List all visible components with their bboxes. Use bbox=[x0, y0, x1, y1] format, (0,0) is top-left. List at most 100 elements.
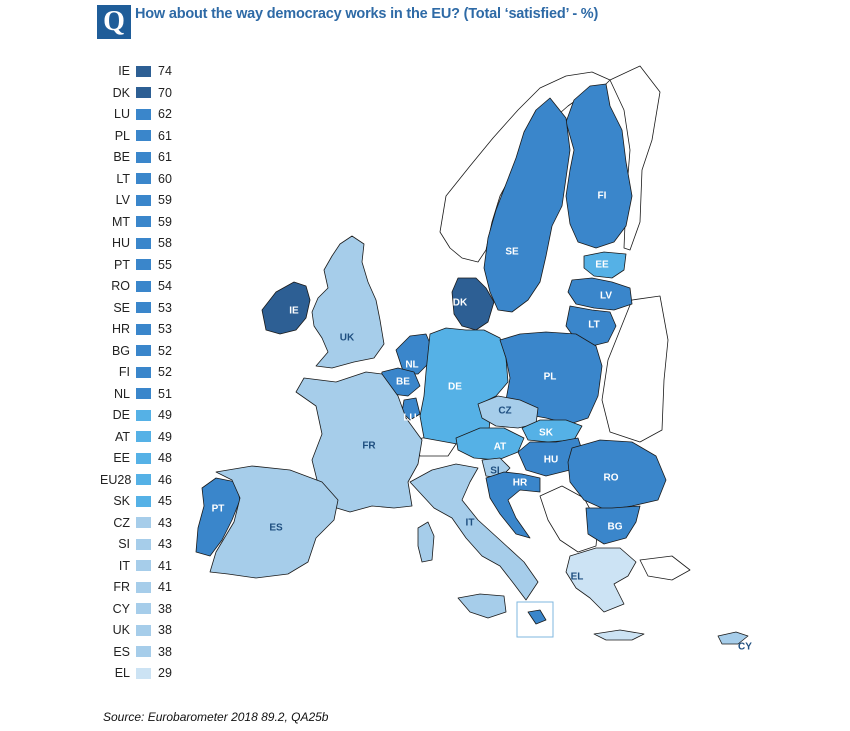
map-label-el: EL bbox=[571, 572, 584, 583]
legend-value: 60 bbox=[158, 171, 172, 186]
legend-swatch bbox=[136, 237, 151, 249]
legend-country-code: MT bbox=[111, 214, 130, 229]
map-label-fi: FI bbox=[598, 191, 607, 202]
legend-value: 43 bbox=[158, 515, 172, 530]
legend-swatch bbox=[136, 495, 151, 507]
legend-value: 49 bbox=[158, 429, 172, 444]
legend-value: 38 bbox=[158, 623, 172, 637]
region-it-sardinia bbox=[417, 521, 435, 563]
legend-swatch bbox=[136, 173, 151, 184]
map-label-at: AT bbox=[494, 442, 507, 453]
legend-row: SK 45 bbox=[100, 494, 172, 508]
norway-shape bbox=[439, 71, 611, 263]
map-label-de: DE bbox=[448, 382, 462, 393]
legend-row: HR 53 bbox=[100, 322, 172, 336]
legend-row: CZ 43 bbox=[100, 516, 172, 530]
legend-row: EE 48 bbox=[100, 451, 172, 465]
legend-swatch bbox=[136, 65, 151, 77]
legend-row: LV 59 bbox=[100, 193, 172, 207]
legend-row: IT 41 bbox=[100, 559, 172, 573]
legend-row: DK 70 bbox=[100, 86, 172, 100]
legend-swatch bbox=[136, 323, 151, 335]
legend-value: 41 bbox=[158, 580, 172, 594]
legend-value: 53 bbox=[158, 300, 172, 315]
legend-value: 43 bbox=[158, 537, 172, 551]
legend-swatch bbox=[136, 151, 151, 163]
region-el bbox=[565, 547, 637, 613]
legend-row: CY 38 bbox=[100, 602, 172, 616]
map-label-ro: RO bbox=[604, 473, 619, 484]
legend-swatch bbox=[136, 538, 151, 550]
legend-value: 58 bbox=[158, 236, 172, 250]
legend-value: 52 bbox=[158, 365, 172, 379]
map-label-pl: PL bbox=[544, 372, 557, 383]
region-mt bbox=[527, 609, 547, 625]
legend-swatch bbox=[136, 216, 151, 227]
map-label-hr: HR bbox=[513, 478, 528, 489]
region-ie bbox=[261, 281, 311, 335]
region-ee bbox=[583, 251, 627, 279]
legend-country-code: CZ bbox=[113, 515, 130, 530]
legend-country-code: FI bbox=[118, 365, 130, 379]
legend-swatch bbox=[136, 87, 151, 98]
legend-country-code: RO bbox=[111, 279, 130, 293]
region-bg bbox=[585, 505, 641, 545]
legend-swatch bbox=[136, 667, 151, 679]
legend-value: 55 bbox=[158, 257, 172, 272]
legend-country-code: SI bbox=[118, 537, 130, 551]
legend-value: 62 bbox=[158, 107, 172, 121]
legend-value: 29 bbox=[158, 666, 172, 680]
map-label-lu: LU bbox=[403, 413, 416, 424]
legend-swatch bbox=[136, 517, 151, 528]
legend-row: UK 38 bbox=[100, 623, 172, 637]
legend-row: MT 59 bbox=[100, 215, 172, 229]
legend-country-code: DE bbox=[112, 408, 130, 422]
map-label-cy: CY bbox=[738, 642, 752, 653]
legend-value: 59 bbox=[158, 214, 172, 229]
legend-swatch bbox=[136, 603, 151, 614]
legend-swatch bbox=[136, 108, 151, 120]
legend-swatch bbox=[136, 560, 151, 571]
region-dk bbox=[451, 277, 495, 331]
legend-swatch bbox=[136, 194, 151, 206]
legend-row: NL 51 bbox=[100, 387, 172, 401]
map-label-cz: CZ bbox=[498, 406, 511, 417]
legend-swatch bbox=[136, 646, 151, 657]
legend-country-code: HU bbox=[111, 236, 130, 250]
map-label-pt: PT bbox=[212, 504, 225, 515]
region-lv bbox=[567, 277, 633, 311]
legend-swatch bbox=[136, 431, 151, 442]
legend-value: 70 bbox=[158, 85, 172, 100]
region-se bbox=[483, 97, 571, 313]
legend-swatch bbox=[136, 345, 151, 356]
map-label-mt: MT bbox=[492, 632, 506, 643]
legend-row: DE 49 bbox=[100, 408, 172, 422]
legend-country-code: EL bbox=[114, 666, 130, 680]
legend-value: 45 bbox=[158, 494, 172, 508]
legend-value: 38 bbox=[158, 601, 172, 616]
region-es bbox=[209, 465, 339, 579]
legend-country-code: LV bbox=[115, 193, 130, 207]
legend-swatch bbox=[136, 302, 151, 313]
legend-country-code: LT bbox=[116, 171, 130, 186]
legend-row: PL 61 bbox=[100, 129, 172, 143]
region-it-sicily bbox=[457, 593, 507, 619]
legend-country-code: PL bbox=[114, 128, 130, 143]
region-hr bbox=[485, 471, 541, 539]
legend-row: IE 74 bbox=[100, 64, 172, 78]
map-label-lv: LV bbox=[600, 291, 612, 302]
map-label-uk: UK bbox=[340, 333, 355, 344]
legend-row: PT 55 bbox=[100, 258, 172, 272]
legend-swatch bbox=[136, 474, 151, 485]
legend-country-code: IE bbox=[118, 64, 130, 78]
legend-row: LT 60 bbox=[100, 172, 172, 186]
map-label-bg: BG bbox=[608, 522, 623, 533]
legend-row: SI 43 bbox=[100, 537, 172, 551]
legend-swatch bbox=[136, 366, 151, 378]
russia-north-shape bbox=[609, 65, 661, 251]
legend-value: 41 bbox=[158, 558, 172, 573]
region-sk bbox=[521, 419, 583, 443]
map-label-dk: DK bbox=[453, 298, 468, 309]
legend-swatch bbox=[136, 280, 151, 292]
